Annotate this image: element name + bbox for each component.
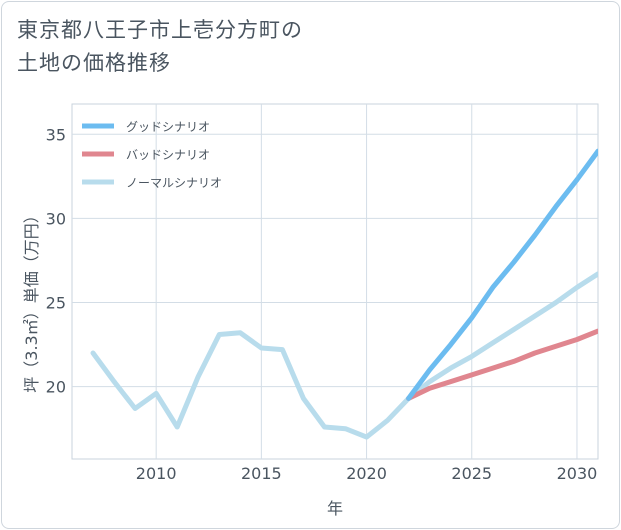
y-tick-label: 20 [46, 378, 66, 397]
y-axis-label: 坪（3.3㎡）単価（万円） [22, 207, 41, 392]
x-axis-ticks: 2010 2015 2020 2025 2030 [136, 464, 598, 483]
grid [72, 104, 598, 459]
series-group [90, 148, 598, 440]
title-line-1: 東京都八王子市上壱分方町の [17, 18, 303, 42]
legend-label: ノーマルシナリオ [126, 176, 222, 190]
x-tick-label: 2020 [346, 464, 387, 483]
series-line-0 [406, 148, 598, 401]
legend-label: グッドシナリオ [126, 120, 210, 134]
y-tick-label: 30 [46, 209, 66, 228]
series-line-2 [90, 271, 598, 440]
x-axis-label: 年 [327, 499, 343, 518]
series-line-1 [406, 328, 598, 401]
x-tick-label: 2010 [136, 464, 177, 483]
y-axis-ticks: 20 25 30 35 [46, 125, 66, 396]
x-tick-label: 2015 [241, 464, 282, 483]
legend-label: バッドシナリオ [126, 148, 210, 162]
y-tick-label: 35 [46, 125, 66, 144]
chart-title: 東京都八王子市上壱分方町の 土地の価格推移 [17, 14, 303, 80]
x-tick-label: 2030 [557, 464, 598, 483]
title-line-2: 土地の価格推移 [17, 51, 171, 75]
y-tick-label: 25 [46, 294, 66, 313]
x-tick-label: 2025 [451, 464, 492, 483]
